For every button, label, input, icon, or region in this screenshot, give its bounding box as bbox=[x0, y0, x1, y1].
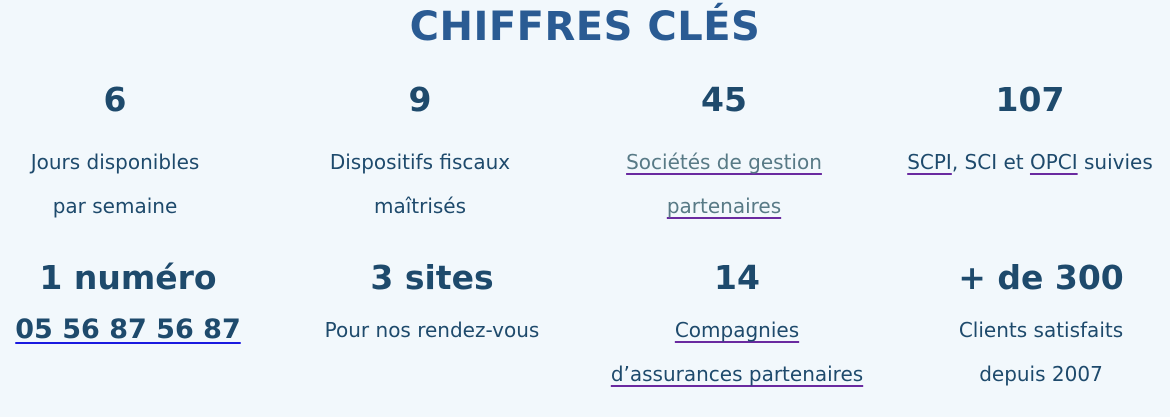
stat-label-line: Clients satisfaits bbox=[958, 318, 1124, 342]
stat-number: 9 bbox=[408, 80, 432, 119]
stat-days: 6 Jours disponibles par semaine bbox=[0, 78, 265, 228]
link-text: Sociétés de gestion bbox=[626, 150, 822, 174]
opci-link[interactable]: OPCI bbox=[1029, 150, 1078, 174]
page-title: CHIFFRES CLÉS bbox=[409, 4, 761, 50]
stat-label-line: Jours disponibles bbox=[30, 150, 200, 174]
stat-label-line: Dispositifs fiscaux bbox=[329, 150, 511, 174]
stat-label: Pour nos rendez-vous bbox=[324, 318, 540, 342]
stat-number: 6 bbox=[103, 80, 127, 119]
stat-number: + de 300 bbox=[958, 258, 1124, 297]
stat-label: Sociétés de gestion partenaires bbox=[574, 140, 874, 228]
stat-label: 05 56 87 56 87 bbox=[0, 308, 278, 353]
stat-sites: 3 sites Pour nos rendez-vous bbox=[282, 256, 582, 352]
stat-label-line: depuis 2007 bbox=[979, 362, 1103, 386]
insurance-companies-link[interactable]: Compagnies d’assurances partenaires bbox=[611, 318, 863, 386]
stat-label: Jours disponibles par semaine bbox=[0, 140, 265, 228]
scpi-link[interactable]: SCPI bbox=[907, 150, 952, 174]
management-companies-link[interactable]: Sociétés de gestion partenaires bbox=[626, 150, 822, 218]
link-text: partenaires bbox=[666, 194, 782, 218]
stat-label: SCPI, SCI et OPCI suivies bbox=[870, 140, 1170, 184]
label-text: , SCI et bbox=[951, 150, 1030, 174]
stat-number: 3 sites bbox=[370, 258, 494, 297]
label-text: suivies bbox=[1077, 150, 1153, 174]
stat-number: 45 bbox=[701, 80, 747, 119]
stat-label-line: par semaine bbox=[52, 194, 178, 218]
stat-management-companies: 45 Sociétés de gestion partenaires bbox=[574, 78, 874, 228]
stat-scpi: 107 SCPI, SCI et OPCI suivies bbox=[870, 78, 1170, 184]
stat-label: Clients satisfaits depuis 2007 bbox=[891, 308, 1170, 396]
stat-number: 107 bbox=[995, 80, 1065, 119]
link-text: d’assurances partenaires bbox=[610, 362, 864, 386]
stat-label: Compagnies d’assurances partenaires bbox=[587, 308, 887, 396]
stat-number: 14 bbox=[714, 258, 760, 297]
phone-link[interactable]: 05 56 87 56 87 bbox=[15, 314, 241, 345]
stat-label: Dispositifs fiscaux maîtrisés bbox=[270, 140, 570, 228]
stat-insurance: 14 Compagnies d’assurances partenaires bbox=[587, 256, 887, 396]
stat-number: 1 numéro bbox=[39, 258, 217, 297]
stat-label-line: maîtrisés bbox=[373, 194, 467, 218]
stat-fiscal: 9 Dispositifs fiscaux maîtrisés bbox=[270, 78, 570, 228]
link-text: Compagnies bbox=[674, 318, 800, 342]
stat-phone: 1 numéro 05 56 87 56 87 bbox=[0, 256, 278, 353]
stat-clients: + de 300 Clients satisfaits depuis 2007 bbox=[891, 256, 1170, 396]
